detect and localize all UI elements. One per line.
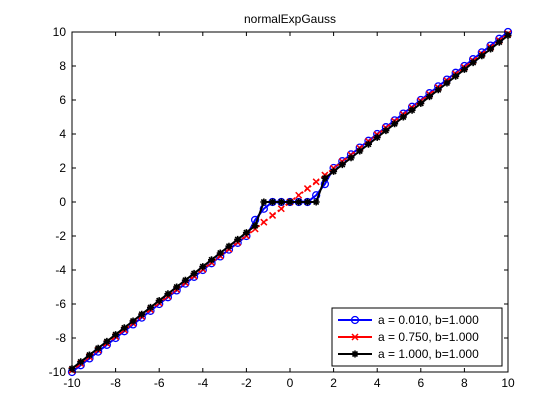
series-3-point-49 — [495, 38, 503, 46]
series-3-point-47 — [478, 52, 486, 60]
legend-marker-3 — [351, 350, 359, 358]
series-3-point-25 — [286, 198, 294, 206]
series-2-point-28 — [312, 178, 320, 186]
series-3-point-43 — [443, 79, 451, 87]
series-3-point-30 — [330, 167, 338, 175]
y-tick-label-1: -8 — [55, 331, 66, 345]
series-3-point-10 — [155, 297, 163, 305]
x-tick-label-1: -8 — [110, 376, 121, 390]
legend-label-1: a = 0.010, b=1.000 — [378, 313, 479, 327]
series-3-point-16 — [208, 256, 216, 264]
x-tick-label-0: -10 — [63, 376, 81, 390]
series-3-point-45 — [460, 65, 468, 73]
series-3-point-28 — [312, 198, 320, 206]
series-3-point-9 — [146, 303, 154, 311]
series-3-point-21 — [251, 222, 259, 230]
series-3-point-20 — [242, 229, 250, 237]
legend-entry-3: a = 1.000, b=1.000 — [338, 347, 479, 361]
series-3-point-13 — [181, 276, 189, 284]
series-2-point-22 — [260, 218, 268, 226]
legend-label-3: a = 1.000, b=1.000 — [378, 347, 479, 361]
x-tick-label-7: 4 — [374, 376, 381, 390]
series-3-point-5 — [112, 331, 120, 339]
x-tick-label-2: -6 — [154, 376, 165, 390]
y-tick-label-2: -6 — [55, 297, 66, 311]
series-3-point-39 — [408, 106, 416, 114]
series-3-point-40 — [417, 99, 425, 107]
series-3-point-31 — [338, 161, 346, 169]
y-tick-label-8: 6 — [59, 93, 66, 107]
series-3-point-2 — [85, 351, 93, 359]
legend-entry-1: a = 0.010, b=1.000 — [338, 313, 479, 327]
series-3-point-1 — [77, 358, 85, 366]
y-tick-label-3: -4 — [55, 263, 66, 277]
chart-title: normalExpGauss — [244, 12, 336, 26]
series-3-point-15 — [199, 263, 207, 271]
y-tick-label-5: 0 — [59, 195, 66, 209]
series-3-point-14 — [190, 269, 198, 277]
series-3-point-18 — [225, 242, 233, 250]
series-2-point-27 — [303, 185, 311, 193]
series-3-point-29 — [321, 174, 329, 182]
series-3-point-26 — [295, 198, 303, 206]
y-tick-label-4: -2 — [55, 229, 66, 243]
series-3-point-22 — [260, 198, 268, 206]
x-tick-label-10: 10 — [501, 376, 515, 390]
series-3-point-33 — [356, 147, 364, 155]
series-3-point-41 — [426, 93, 434, 101]
series-3-point-17 — [216, 249, 224, 257]
series-3-point-44 — [452, 72, 460, 80]
series-3-point-27 — [303, 198, 311, 206]
series-3-point-19 — [234, 235, 242, 243]
series-2-point-24 — [277, 205, 285, 213]
legend: a = 0.010, b=1.000 a = 0.750, b=1.000 a = … — [331, 307, 503, 367]
legend-marker-1 — [350, 315, 360, 325]
series-3-point-3 — [94, 344, 102, 352]
series-3-point-42 — [434, 86, 442, 94]
x-tick-label-9: 8 — [461, 376, 468, 390]
y-tick-label-7: 4 — [59, 127, 66, 141]
x-tick-label-8: 6 — [417, 376, 424, 390]
series-3-point-37 — [391, 120, 399, 128]
series-3-point-46 — [469, 59, 477, 67]
legend-marker-2 — [351, 333, 359, 341]
series-3-point-34 — [364, 140, 372, 148]
legend-label-2: a = 0.750, b=1.000 — [378, 330, 479, 344]
legend-entry-2: a = 0.750, b=1.000 — [338, 330, 479, 344]
x-tick-label-4: -2 — [241, 376, 252, 390]
series-3-point-8 — [138, 310, 146, 318]
axes-layer: -10 -8 -6 -4 -2 0 2 4 6 8 10 -10 -8 -6 -4 -2 0 2 4 6 8 10 — [49, 25, 515, 390]
series-layer — [67, 27, 513, 377]
y-tick-label-10: 10 — [53, 25, 67, 39]
series-3-point-24 — [277, 198, 285, 206]
x-tick-label-5: 0 — [287, 376, 294, 390]
series-3-point-11 — [164, 290, 172, 298]
series-3-point-4 — [103, 337, 111, 345]
series-3-point-23 — [269, 198, 277, 206]
series-3-point-7 — [129, 317, 137, 325]
y-tick-label-0: -10 — [49, 365, 67, 379]
series-3-point-48 — [487, 45, 495, 53]
series-3-point-36 — [382, 127, 390, 135]
x-tick-label-3: -4 — [197, 376, 208, 390]
y-tick-label-6: 2 — [59, 161, 66, 175]
series-3-point-12 — [173, 283, 181, 291]
series-3-point-32 — [347, 154, 355, 162]
x-tick-label-6: 2 — [330, 376, 337, 390]
series-2-point-26 — [295, 191, 303, 199]
series-2-point-23 — [269, 211, 277, 219]
series-3-point-6 — [120, 324, 128, 332]
series-3-point-35 — [373, 133, 381, 141]
series-3-point-38 — [399, 113, 407, 121]
y-tick-label-9: 8 — [59, 59, 66, 73]
